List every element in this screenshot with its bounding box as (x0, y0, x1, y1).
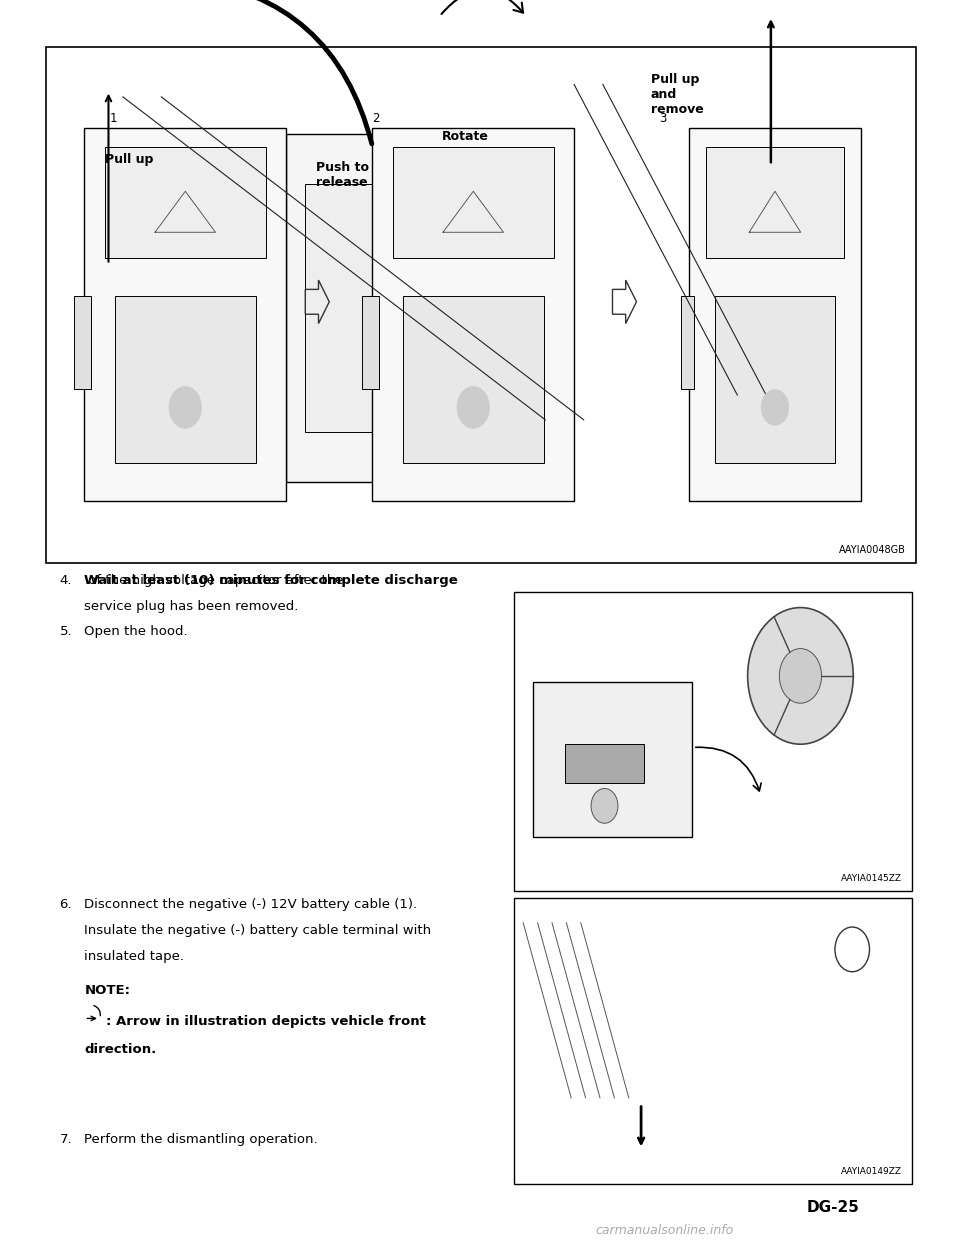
Bar (715, 296, 835, 463)
Bar (707, 147, 844, 258)
Text: Push to
release: Push to release (316, 160, 369, 189)
Bar (372, 128, 574, 501)
Text: 2: 2 (372, 112, 380, 124)
Text: Insulate the negative (-) battery cable terminal with: Insulate the negative (-) battery cable … (84, 924, 432, 936)
Text: Pull up: Pull up (106, 153, 154, 166)
Bar (681, 296, 694, 389)
Circle shape (761, 390, 789, 425)
Text: 7.: 7. (60, 1133, 72, 1145)
FancyArrowPatch shape (696, 748, 761, 791)
Bar (46, 47, 916, 563)
Bar (75, 296, 90, 389)
Text: service plug has been removed.: service plug has been removed. (84, 600, 299, 612)
Circle shape (748, 607, 853, 744)
Text: DG-25: DG-25 (806, 1200, 859, 1215)
Bar (403, 296, 543, 463)
Circle shape (780, 648, 822, 703)
Bar (689, 128, 861, 501)
Text: 4.: 4. (60, 574, 72, 586)
Text: carmanualsonline.info: carmanualsonline.info (595, 1225, 733, 1237)
Bar (84, 128, 286, 501)
Bar (533, 682, 692, 837)
Text: AAYIA0149ZZ: AAYIA0149ZZ (841, 1167, 902, 1176)
Circle shape (835, 927, 870, 971)
Text: AAYIA0048GB: AAYIA0048GB (839, 545, 906, 555)
Text: Rotate: Rotate (442, 129, 489, 143)
Text: : Arrow in illustration depicts vehicle front: : Arrow in illustration depicts vehicle … (106, 1015, 425, 1027)
FancyArrowPatch shape (187, 0, 372, 144)
Bar (393, 147, 554, 258)
FancyArrowPatch shape (442, 0, 523, 14)
Text: 6.: 6. (60, 898, 72, 910)
Text: Disconnect the negative (-) 12V battery cable (1).: Disconnect the negative (-) 12V battery … (84, 898, 418, 910)
Bar (362, 296, 378, 389)
Text: of the high voltage capacitor after the: of the high voltage capacitor after the (84, 574, 344, 586)
Text: 5.: 5. (60, 625, 72, 637)
Text: AAYIA0145ZZ: AAYIA0145ZZ (841, 874, 902, 883)
Bar (115, 296, 255, 463)
Text: 1: 1 (109, 112, 117, 124)
Bar (514, 898, 912, 1184)
Text: Open the hood.: Open the hood. (84, 625, 188, 637)
Text: insulated tape.: insulated tape. (84, 950, 184, 963)
Text: Perform the dismantling operation.: Perform the dismantling operation. (84, 1133, 318, 1145)
Bar (305, 184, 536, 432)
Text: Wait at least (10) minutes for complete discharge: Wait at least (10) minutes for complete … (84, 574, 458, 586)
Text: 3: 3 (660, 112, 666, 124)
Bar (564, 744, 644, 782)
FancyArrowPatch shape (94, 1006, 100, 1016)
Bar (105, 147, 266, 258)
Circle shape (591, 789, 618, 823)
Circle shape (457, 386, 490, 428)
Bar (514, 592, 912, 891)
Bar (286, 134, 555, 482)
Text: 1: 1 (850, 944, 855, 954)
Circle shape (169, 386, 202, 428)
Text: direction.: direction. (84, 1043, 156, 1056)
Text: Pull up
and
remove: Pull up and remove (651, 73, 704, 116)
Text: NOTE:: NOTE: (84, 984, 131, 996)
